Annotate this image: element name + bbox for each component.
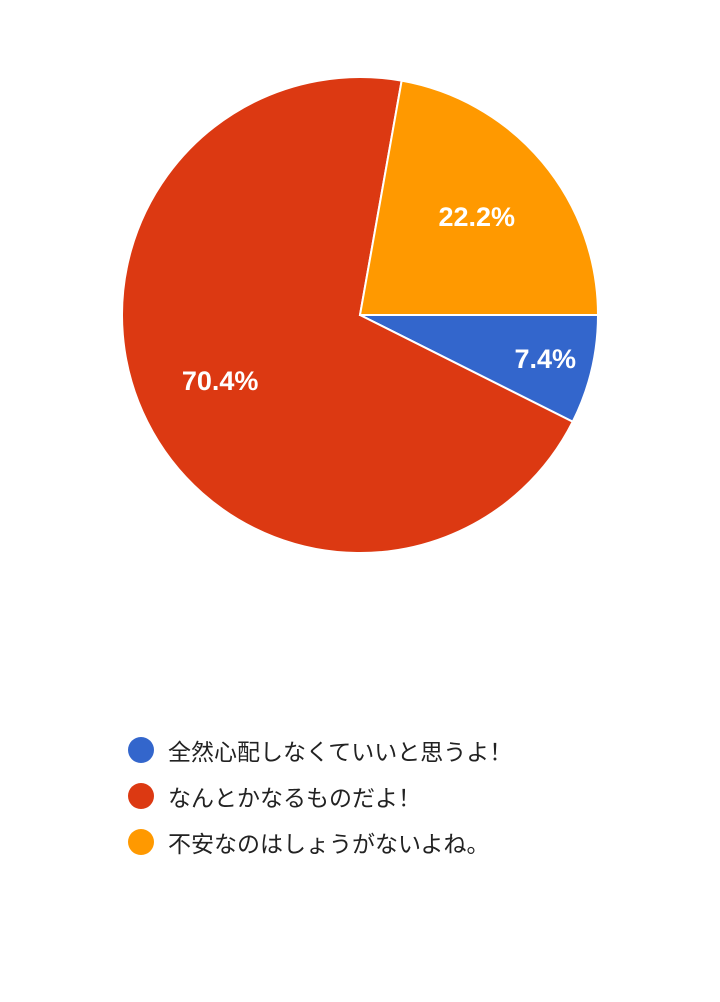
legend-item[interactable]: なんとかなるものだよ！ (128, 782, 512, 812)
legend-item[interactable]: 不安なのはしょうがないよね。 (128, 828, 512, 858)
pie-slice[interactable] (121, 76, 575, 554)
slice-value-label: 22.2% (438, 202, 515, 232)
legend: 全然心配しなくていいと思うよ！ なんとかなるものだよ！ 不安なのはしょうがないよ… (128, 736, 512, 874)
legend-swatch (128, 829, 154, 855)
legend-label: 全然心配しなくていいと思うよ！ (168, 740, 513, 766)
pie-chart: 7.4% 70.4% 22.2% (121, 76, 600, 554)
slice-value-label: 70.4% (182, 366, 259, 396)
legend-item[interactable]: 全然心配しなくていいと思うよ！ (128, 736, 513, 766)
pie-slice[interactable] (358, 79, 600, 316)
pie-slice[interactable] (359, 314, 600, 424)
legend-swatch (128, 737, 154, 763)
slice-value-label: 7.4% (515, 344, 577, 374)
legend-label: 不安なのはしょうがないよね。 (168, 832, 490, 858)
legend-label: なんとかなるものだよ！ (168, 786, 421, 812)
legend-swatch (128, 783, 154, 809)
